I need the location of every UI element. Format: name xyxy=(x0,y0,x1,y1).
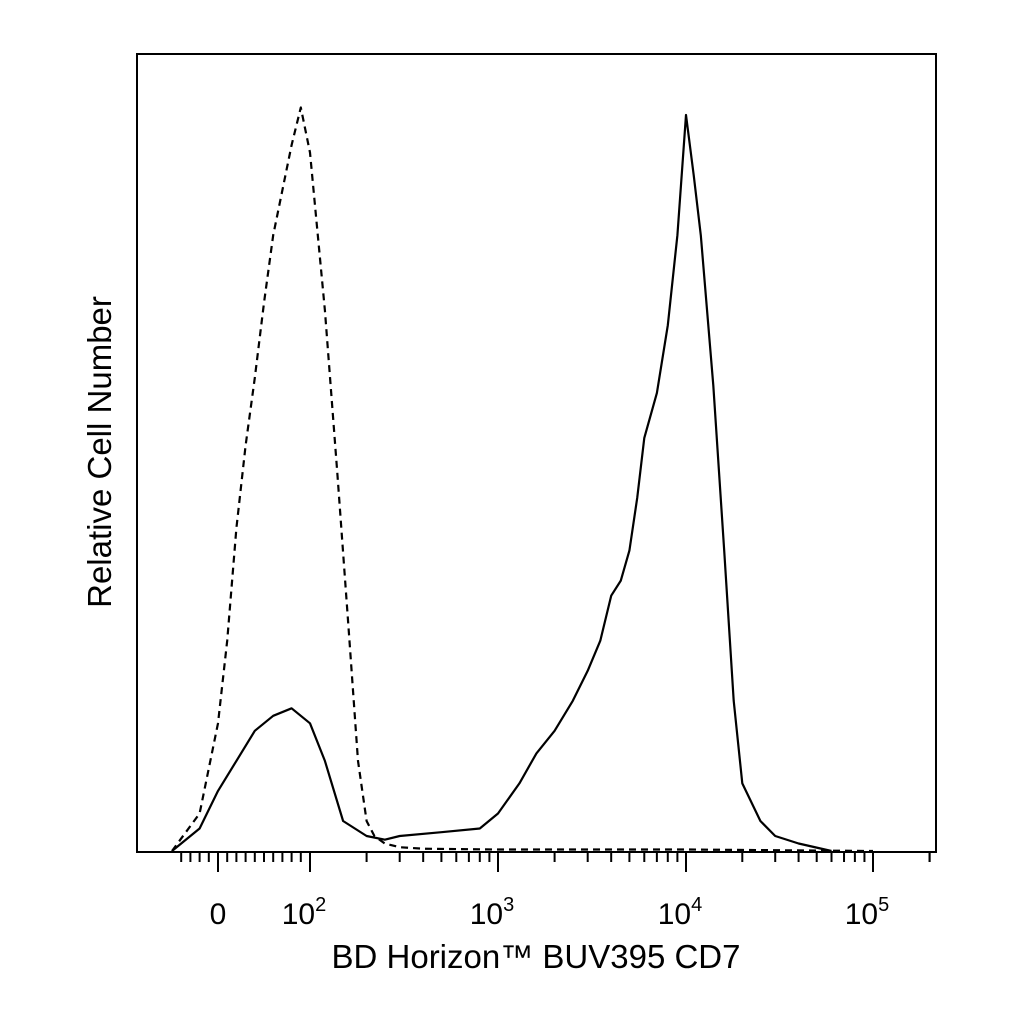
x-tick-label: 102 xyxy=(282,894,327,931)
x-tick-label: 105 xyxy=(845,894,890,931)
x-tick-label: 104 xyxy=(658,894,703,931)
histogram-curves xyxy=(171,106,874,853)
histogram-curve-dashed xyxy=(171,106,874,853)
x-tick-label: 0 xyxy=(210,898,227,931)
histogram-curve-solid xyxy=(171,113,832,853)
y-axis-title: Relative Cell Number xyxy=(81,296,118,608)
x-axis-ticks xyxy=(180,852,931,872)
x-tick-label: 103 xyxy=(470,894,515,931)
plot-frame xyxy=(136,53,937,853)
x-axis-title: BD Horizon™ BUV395 CD7 xyxy=(332,938,741,975)
x-axis-tick-labels: 0 102 103 104 105 xyxy=(210,894,890,931)
